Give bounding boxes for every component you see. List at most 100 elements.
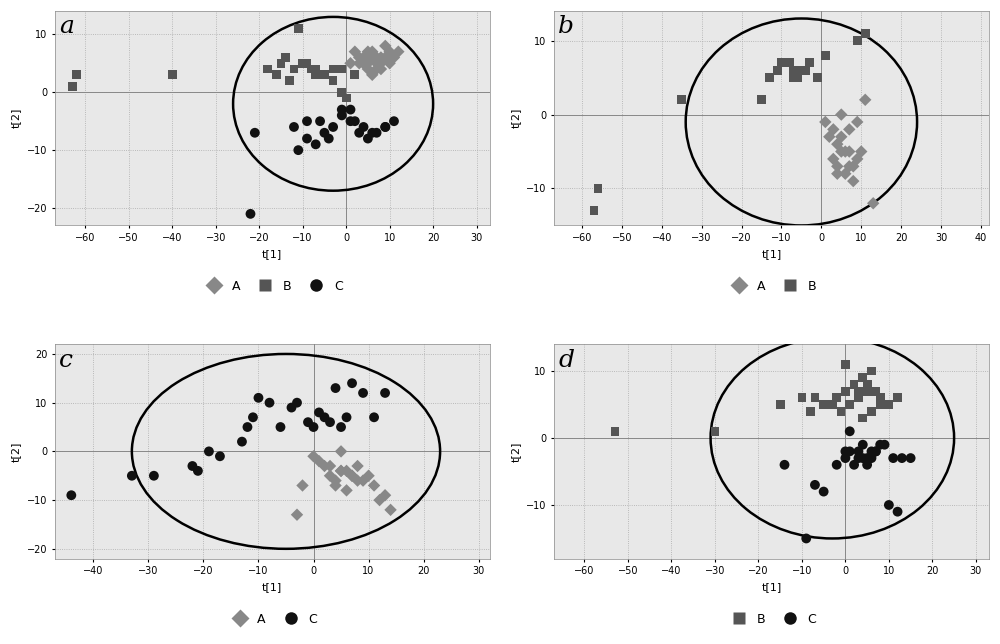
Point (797, 65, 813, 75)
Legend: B, C: B, C (722, 608, 821, 630)
Point (841, 161, 857, 171)
Point (356, 58, 372, 68)
Point (369, 128, 385, 138)
Point (308, 139, 324, 149)
Point (785, 73, 801, 83)
Point (829, 161, 845, 171)
Point (857, 95, 873, 105)
Point (328, 475, 344, 486)
Point (146, 471, 162, 481)
Point (590, 184, 606, 194)
Point (342, 58, 358, 68)
Point (366, 412, 382, 422)
Point (339, 466, 355, 476)
Point (837, 169, 853, 179)
Point (334, 87, 350, 97)
Point (789, 73, 805, 83)
Point (863, 453, 879, 463)
Point (807, 393, 823, 403)
Point (350, 461, 366, 471)
Point (845, 161, 861, 171)
Y-axis label: t[2]: t[2] (510, 441, 520, 462)
Point (859, 453, 875, 463)
Text: a: a (59, 15, 74, 39)
Point (339, 485, 355, 495)
Point (837, 446, 853, 457)
Point (333, 446, 349, 457)
Point (333, 422, 349, 432)
Point (833, 146, 849, 156)
Point (322, 461, 338, 471)
Point (300, 417, 316, 428)
Point (855, 386, 871, 396)
Point (857, 28, 873, 39)
Point (361, 471, 377, 481)
Point (877, 440, 893, 450)
Point (890, 507, 906, 517)
Legend: A, B: A, B (722, 274, 821, 298)
Point (273, 58, 289, 68)
Point (868, 446, 884, 457)
Point (312, 70, 328, 80)
Point (316, 70, 332, 80)
Point (299, 58, 315, 68)
Point (344, 471, 360, 481)
X-axis label: t[1]: t[1] (262, 249, 282, 259)
Point (785, 65, 801, 75)
Y-axis label: t[2]: t[2] (11, 441, 21, 462)
Point (201, 446, 217, 457)
Point (289, 397, 305, 408)
Point (829, 139, 845, 149)
Point (339, 412, 355, 422)
Point (299, 116, 315, 126)
Point (809, 73, 825, 83)
Point (872, 393, 888, 403)
Point (890, 393, 906, 403)
Point (816, 399, 832, 410)
Point (290, 23, 306, 33)
X-axis label: t[1]: t[1] (761, 249, 782, 259)
Point (769, 65, 785, 75)
Point (894, 453, 910, 463)
Point (833, 109, 849, 120)
Point (807, 480, 823, 490)
Point (863, 406, 879, 417)
Point (849, 117, 865, 127)
Point (829, 460, 845, 470)
Point (334, 104, 350, 115)
Point (212, 451, 228, 461)
Point (250, 393, 266, 403)
Point (321, 133, 337, 144)
Point (328, 383, 344, 393)
Point (803, 406, 819, 417)
Point (855, 413, 871, 423)
Point (334, 64, 350, 74)
Point (850, 446, 866, 457)
Point (781, 58, 797, 68)
Point (360, 64, 376, 74)
Text: d: d (558, 348, 574, 372)
Point (360, 58, 376, 68)
Point (829, 169, 845, 179)
Y-axis label: t[2]: t[2] (11, 108, 21, 128)
Point (850, 386, 866, 396)
Point (837, 359, 853, 370)
X-axis label: t[1]: t[1] (262, 582, 282, 592)
Point (707, 426, 723, 437)
Point (868, 386, 884, 396)
Point (295, 58, 311, 68)
Point (356, 58, 372, 68)
Text: b: b (558, 15, 574, 39)
Point (377, 41, 393, 51)
Point (674, 95, 690, 105)
Point (277, 52, 293, 62)
Point (369, 64, 385, 74)
Point (777, 58, 793, 68)
Point (272, 422, 288, 432)
Point (325, 75, 341, 86)
Point (333, 466, 349, 476)
Point (311, 407, 327, 417)
Point (849, 154, 865, 164)
Point (269, 70, 285, 80)
Point (289, 509, 305, 520)
